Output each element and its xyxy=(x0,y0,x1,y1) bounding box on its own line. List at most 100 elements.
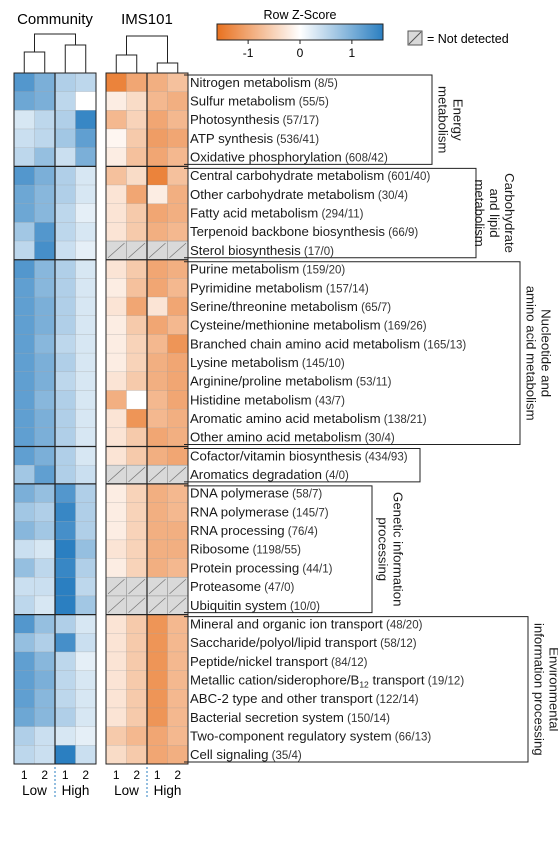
category-label-line: Genetic information xyxy=(391,492,406,606)
heatmap-cell xyxy=(75,371,97,391)
heatmap-cell xyxy=(167,446,189,466)
heatmap-cell xyxy=(126,633,148,653)
heatmap-cell xyxy=(105,371,127,391)
heatmap-cell xyxy=(75,259,97,279)
row-label: Two-component regulatory system (66/13) xyxy=(190,728,431,743)
row-label-count: (8/5) xyxy=(311,78,338,90)
heatmap-cell xyxy=(75,315,97,335)
heatmap-cell xyxy=(167,614,189,634)
row-label-name: Branched chain amino acid metabolism xyxy=(190,336,420,351)
legend-tick-label: 1 xyxy=(349,46,356,60)
heatmap-cell xyxy=(75,446,97,466)
row-label: Arginine/proline metabolism (53/11) xyxy=(190,374,392,389)
row-label-count: (434/93) xyxy=(362,451,408,463)
heatmap-cell xyxy=(126,521,148,541)
heatmap-cell xyxy=(54,726,76,746)
heatmap-cell xyxy=(167,651,189,671)
row-label-count: (608/42) xyxy=(342,153,388,165)
row-label-count: (4/0) xyxy=(322,470,349,482)
heatmap-cell xyxy=(126,390,148,410)
row-label-count: (53/11) xyxy=(353,377,392,389)
row-label: Terpenoid backbone biosynthesis (66/9) xyxy=(190,224,418,239)
heatmap-cell xyxy=(13,222,35,242)
heatmap-cell xyxy=(13,259,35,279)
column-label: 2 xyxy=(174,768,181,782)
heatmap-cell xyxy=(54,595,76,615)
row-label-name: Serine/threonine metabolism xyxy=(190,299,358,314)
heatmap-cell xyxy=(75,184,97,204)
heatmap-cell xyxy=(34,558,56,578)
heatmap-cell xyxy=(126,278,148,298)
heatmap-cell xyxy=(167,521,189,541)
heatmap-cell xyxy=(34,464,56,485)
row-label-name: Terpenoid backbone biosynthesis xyxy=(190,224,385,239)
heatmap-cell xyxy=(75,390,97,410)
category-label-line: and lipid xyxy=(487,189,502,238)
heatmap-cell xyxy=(167,689,189,709)
heatmap-cell xyxy=(13,464,35,485)
heatmap-cell xyxy=(126,91,148,111)
not-detected-hatch xyxy=(107,242,125,259)
heatmap-cell xyxy=(75,128,97,148)
row-label: Sulfur metabolism (55/5) xyxy=(190,94,329,109)
dendrogram-branch xyxy=(115,54,138,73)
heatmap-cell xyxy=(34,670,56,690)
heatmap-cell xyxy=(146,633,168,653)
group-label-high: High xyxy=(62,783,90,798)
heatmap-cell xyxy=(34,577,56,597)
row-label-count: (35/4) xyxy=(268,750,301,762)
heatmap-cell xyxy=(105,128,127,148)
heatmap-cell xyxy=(167,427,189,447)
row-label-count: (43/7) xyxy=(312,395,345,407)
heatmap-cell xyxy=(105,184,127,204)
heatmap-cell xyxy=(75,483,97,503)
heatmap-cell xyxy=(13,352,35,373)
heatmap-cell xyxy=(146,745,168,765)
heatmap-cell xyxy=(34,707,56,727)
row-label-name: Purine metabolism xyxy=(190,262,299,277)
category-label-line: amino acid metabolism xyxy=(524,286,539,421)
heatmap-cell xyxy=(34,726,56,746)
heatmap-cell xyxy=(105,614,127,634)
heatmap-cell xyxy=(54,222,76,242)
row-label: Cofactor/vitamin biosynthesis (434/93) xyxy=(190,448,408,463)
not-detected-hatch xyxy=(169,466,187,483)
heatmap-cell xyxy=(34,427,56,447)
heatmap-cell xyxy=(13,72,35,92)
heatmap-cell xyxy=(167,670,189,690)
heatmap-cell xyxy=(34,689,56,709)
not-detected-hatch xyxy=(107,597,125,613)
category-label-line: Nucleotide and xyxy=(539,309,554,397)
heatmap-cell xyxy=(34,166,56,186)
color-legend: Row Z-Score -1 0 1 = Not detected xyxy=(216,8,509,60)
row-label: Aromatic amino acid metabolism (138/21) xyxy=(190,411,427,426)
heatmap-cell xyxy=(167,745,189,765)
category-label: Environmentalinformation processing xyxy=(532,623,558,756)
category-label-line: information processing xyxy=(532,623,547,756)
heatmap-cell xyxy=(146,184,168,204)
heatmap-cell xyxy=(13,427,35,447)
heatmap-cell xyxy=(13,539,35,559)
row-label-name: Two-component regulatory system xyxy=(190,728,392,743)
heatmap-cell xyxy=(54,539,76,559)
heatmap-cell xyxy=(54,521,76,541)
heatmap-cell xyxy=(54,502,76,522)
heatmap-cell xyxy=(105,483,127,503)
row-label-name: Fatty acid metabolism xyxy=(190,206,318,221)
heatmap-cell xyxy=(54,464,76,485)
heatmap-cell xyxy=(13,91,35,111)
not-detected-swatch-hatch xyxy=(408,31,422,45)
heatmap-cell xyxy=(167,352,189,373)
heatmap-cell xyxy=(105,502,127,522)
heatmap-cell xyxy=(146,128,168,148)
heatmap-cell xyxy=(126,222,148,242)
heatmap-cell xyxy=(105,521,127,541)
heatmap-cell xyxy=(54,278,76,298)
row-label-name: Aromatic amino acid metabolism xyxy=(190,411,381,426)
row-label-name: ABC-2 type and other transport xyxy=(190,691,373,706)
heatmap-cell xyxy=(146,72,168,92)
heatmap-cell xyxy=(126,558,148,578)
heatmap-cell xyxy=(105,222,127,242)
category-label: Carbohydrateand lipidmetabolism xyxy=(472,173,517,253)
heatmap-cell xyxy=(167,315,189,335)
